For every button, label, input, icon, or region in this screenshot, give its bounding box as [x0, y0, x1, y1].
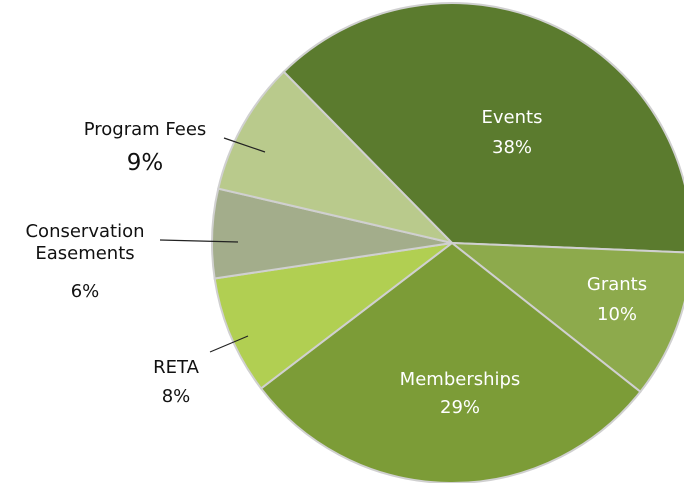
slice-label: Grants: [586, 274, 648, 295]
value-label: 9%: [126, 150, 164, 176]
pie-slice: [217, 70, 456, 245]
slice-label: Events: [481, 107, 543, 128]
slice-label: Conservation Easements: [25, 221, 145, 264]
value-label: 29%: [439, 397, 481, 418]
pie-slice: [282, 2, 684, 254]
slice-label: Program Fees: [83, 119, 207, 140]
slice-label: Memberships: [399, 369, 521, 390]
pie-slice: [213, 242, 453, 390]
leader-line: [223, 137, 266, 153]
value-label: 38%: [491, 137, 533, 158]
pie-slice: [448, 241, 684, 394]
slice-label: RETA: [153, 357, 199, 378]
value-label: 8%: [161, 386, 191, 407]
value-label: 6%: [70, 281, 100, 302]
leader-line: [159, 239, 239, 243]
value-label: 10%: [596, 304, 638, 325]
leader-line: [209, 335, 249, 353]
